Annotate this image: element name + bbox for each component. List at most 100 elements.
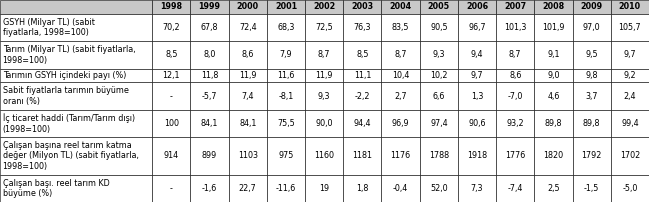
Bar: [0, 110, 153, 137]
Text: 11,8: 11,8: [201, 71, 218, 80]
Text: -0,4: -0,4: [393, 184, 408, 193]
Bar: [611, 14, 649, 41]
Text: -2,2: -2,2: [354, 92, 370, 101]
Text: 8,5: 8,5: [356, 50, 369, 59]
Bar: [0, 137, 153, 175]
Text: -11,6: -11,6: [276, 184, 296, 193]
Text: 9,3: 9,3: [318, 92, 330, 101]
Bar: [572, 137, 611, 175]
Bar: [420, 14, 458, 41]
Text: Sabit fiyatlarla tarımın büyüme
oranı (%): Sabit fiyatlarla tarımın büyüme oranı (%…: [3, 86, 129, 106]
Bar: [305, 14, 343, 41]
Text: Tarımın GSYH içindeki payı (%): Tarımın GSYH içindeki payı (%): [3, 71, 126, 80]
Text: 8,7: 8,7: [395, 50, 407, 59]
Text: 76,3: 76,3: [354, 23, 371, 32]
Text: 7,9: 7,9: [280, 50, 292, 59]
Bar: [343, 82, 382, 110]
Bar: [0, 0, 153, 14]
Bar: [228, 110, 267, 137]
Bar: [267, 110, 305, 137]
Bar: [496, 82, 534, 110]
Bar: [153, 82, 190, 110]
Bar: [496, 137, 534, 175]
Bar: [458, 110, 496, 137]
Text: 914: 914: [164, 152, 179, 160]
Bar: [496, 110, 534, 137]
Text: 1788: 1788: [429, 152, 449, 160]
Bar: [0, 14, 153, 41]
Text: 1776: 1776: [505, 152, 526, 160]
Bar: [0, 41, 153, 69]
Text: 8,6: 8,6: [241, 50, 254, 59]
Bar: [343, 69, 382, 82]
Bar: [611, 69, 649, 82]
Bar: [458, 41, 496, 69]
Bar: [305, 110, 343, 137]
Text: 11,9: 11,9: [315, 71, 333, 80]
Bar: [382, 82, 420, 110]
Text: 2009: 2009: [581, 2, 603, 11]
Bar: [343, 0, 382, 14]
Bar: [420, 69, 458, 82]
Text: 83,5: 83,5: [392, 23, 410, 32]
Text: 2007: 2007: [504, 2, 526, 11]
Bar: [572, 0, 611, 14]
Text: 19: 19: [319, 184, 329, 193]
Bar: [267, 137, 305, 175]
Text: -8,1: -8,1: [278, 92, 293, 101]
Bar: [572, 14, 611, 41]
Text: 6,6: 6,6: [433, 92, 445, 101]
Text: 2004: 2004: [389, 2, 411, 11]
Bar: [190, 0, 228, 14]
Bar: [305, 0, 343, 14]
Text: 101,9: 101,9: [542, 23, 565, 32]
Bar: [496, 0, 534, 14]
Bar: [534, 82, 572, 110]
Text: 1160: 1160: [314, 152, 334, 160]
Bar: [611, 175, 649, 202]
Text: 9,7: 9,7: [471, 71, 484, 80]
Text: GSYH (Milyar TL) (sabit
fiyatlarla, 1998=100): GSYH (Milyar TL) (sabit fiyatlarla, 1998…: [3, 18, 95, 37]
Bar: [190, 175, 228, 202]
Text: 89,8: 89,8: [545, 119, 562, 128]
Bar: [382, 14, 420, 41]
Bar: [534, 69, 572, 82]
Bar: [153, 14, 190, 41]
Bar: [420, 82, 458, 110]
Bar: [267, 14, 305, 41]
Bar: [420, 0, 458, 14]
Text: 84,1: 84,1: [239, 119, 256, 128]
Bar: [305, 69, 343, 82]
Text: 93,2: 93,2: [506, 119, 524, 128]
Bar: [267, 41, 305, 69]
Bar: [382, 69, 420, 82]
Text: 7,4: 7,4: [241, 92, 254, 101]
Bar: [153, 110, 190, 137]
Bar: [572, 69, 611, 82]
Text: -5,7: -5,7: [202, 92, 217, 101]
Text: 2008: 2008: [543, 2, 565, 11]
Bar: [420, 175, 458, 202]
Bar: [267, 175, 305, 202]
Text: 8,0: 8,0: [203, 50, 215, 59]
Bar: [611, 110, 649, 137]
Text: 72,5: 72,5: [315, 23, 333, 32]
Text: 11,6: 11,6: [277, 71, 295, 80]
Text: 89,8: 89,8: [583, 119, 600, 128]
Text: 9,0: 9,0: [547, 71, 559, 80]
Text: Çalışan başına reel tarım katma
değer (Milyon TL) (sabit fiyatlarla,
1998=100): Çalışan başına reel tarım katma değer (M…: [3, 141, 138, 171]
Bar: [267, 69, 305, 82]
Bar: [190, 82, 228, 110]
Bar: [228, 82, 267, 110]
Text: 2005: 2005: [428, 2, 450, 11]
Bar: [343, 137, 382, 175]
Text: 97,4: 97,4: [430, 119, 448, 128]
Text: 8,6: 8,6: [509, 71, 521, 80]
Bar: [305, 137, 343, 175]
Bar: [190, 41, 228, 69]
Text: 2006: 2006: [466, 2, 488, 11]
Text: -: -: [170, 92, 173, 101]
Text: -: -: [170, 184, 173, 193]
Bar: [305, 82, 343, 110]
Text: 1,8: 1,8: [356, 184, 369, 193]
